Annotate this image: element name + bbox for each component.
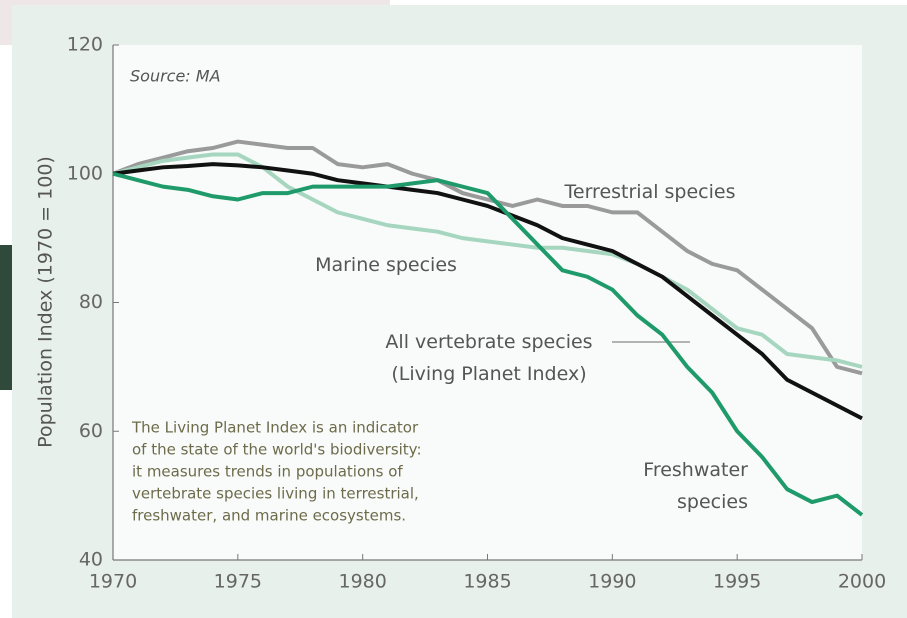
y-tick-label: 100 bbox=[67, 162, 103, 184]
series-label: Marine species bbox=[315, 254, 457, 276]
y-tick-label: 60 bbox=[79, 420, 103, 442]
source: Source: MA bbox=[130, 67, 221, 86]
note-line: freshwater, and marine ecosystems. bbox=[132, 507, 406, 525]
series-label-line: (Living Planet Index) bbox=[391, 363, 586, 385]
x-tick-label: 1995 bbox=[713, 571, 761, 593]
chart: Source: MA Population Index (1970 = 100)… bbox=[0, 0, 907, 618]
x-tick-label: 1990 bbox=[588, 571, 636, 593]
y-tick-label: 80 bbox=[79, 291, 103, 313]
series-label-line: Terrestrial species bbox=[564, 181, 736, 203]
note-line: vertebrate species living in terrestrial… bbox=[132, 485, 419, 503]
series-label: Terrestrial species bbox=[564, 181, 736, 203]
page: Source: MA Population Index (1970 = 100)… bbox=[0, 0, 907, 618]
note-line: The Living Planet Index is an indicator bbox=[131, 419, 419, 437]
x-tick-label: 1970 bbox=[89, 571, 137, 593]
series-label-line: All vertebrate species bbox=[385, 331, 592, 353]
x-tick-label: 1980 bbox=[338, 571, 386, 593]
y-tick-label: 120 bbox=[67, 34, 103, 56]
x-tick-label: 2000 bbox=[838, 571, 886, 593]
note-line: it measures trends in populations of bbox=[132, 463, 403, 481]
y-axis-label: Population Index (1970 = 100) bbox=[35, 156, 57, 448]
x-tick-label: 1975 bbox=[214, 571, 262, 593]
x-tick-label: 1985 bbox=[463, 571, 511, 593]
series-label-line: Freshwater bbox=[643, 459, 748, 481]
note-line: of the state of the world's biodiversity… bbox=[132, 441, 422, 459]
series-label-line: species bbox=[677, 491, 748, 513]
series-label-line: Marine species bbox=[315, 254, 457, 276]
plot-area bbox=[113, 45, 862, 560]
y-tick-label: 40 bbox=[79, 549, 103, 571]
